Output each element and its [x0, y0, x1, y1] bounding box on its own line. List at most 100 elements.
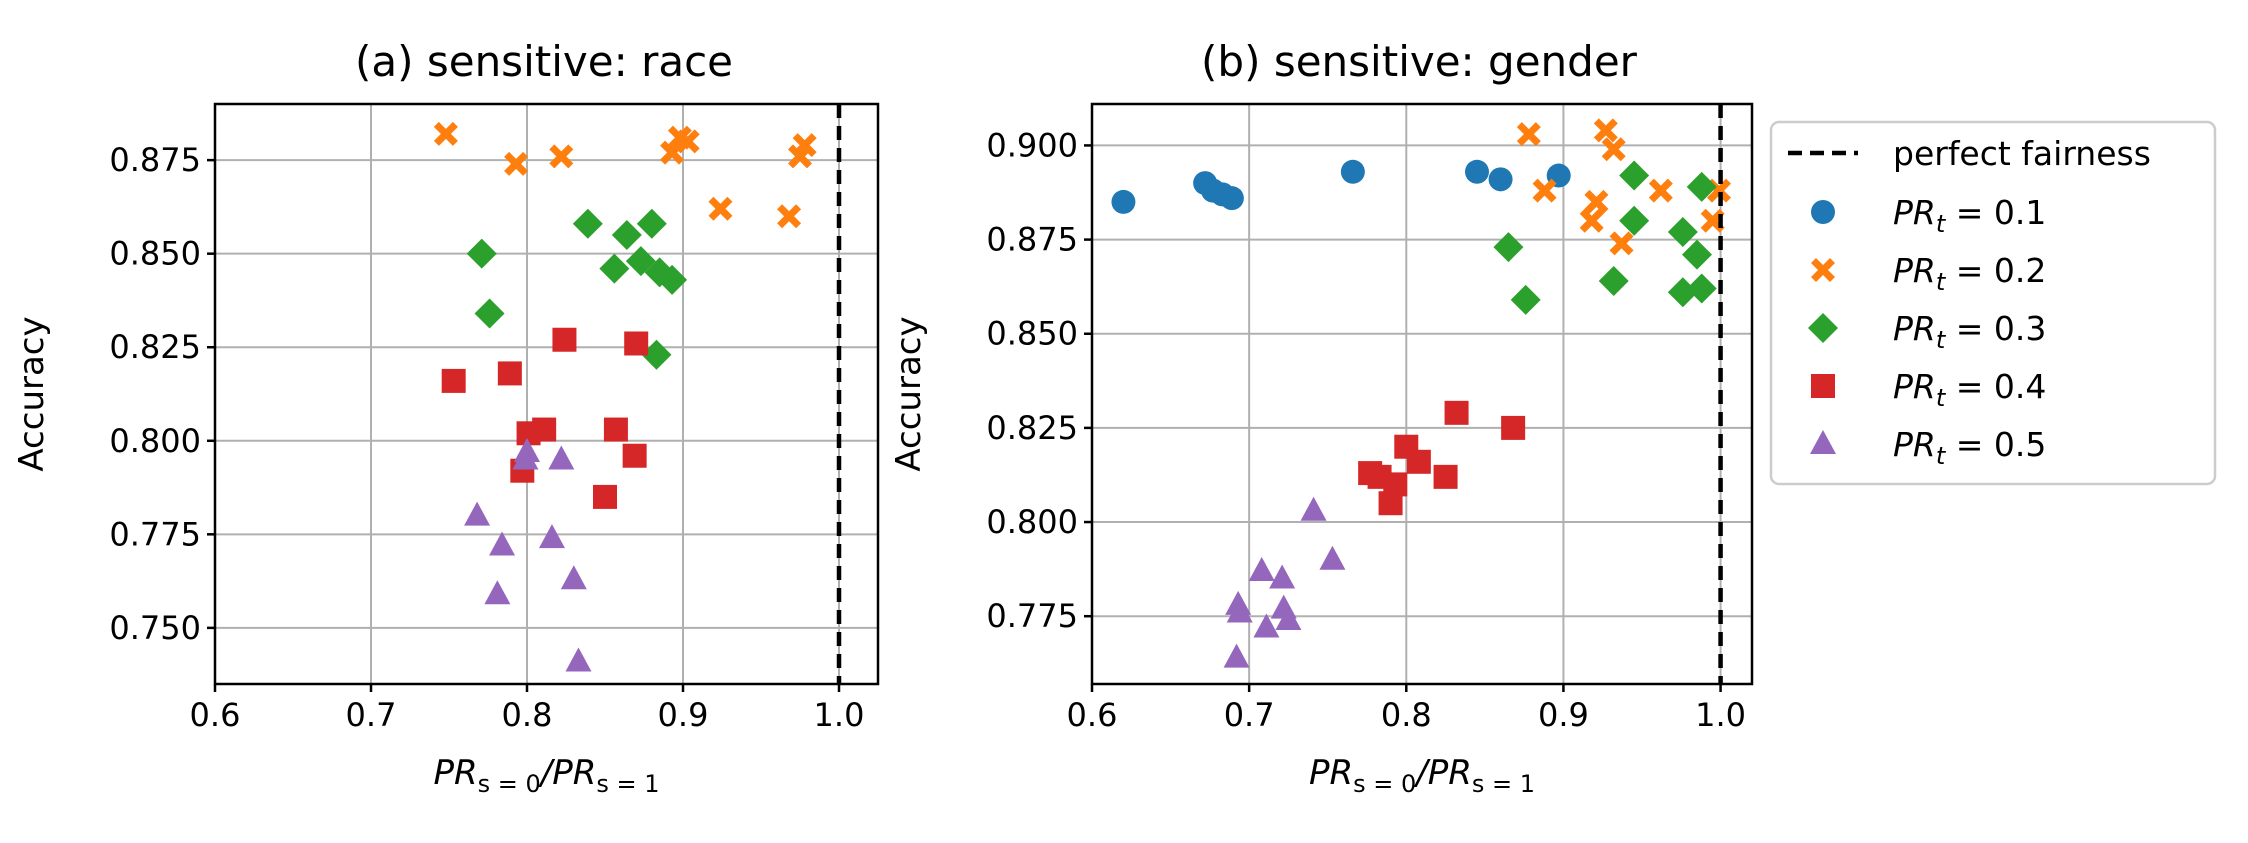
- data-point-PR-0-3: [466, 238, 497, 269]
- data-point-PR-0-2: [1609, 231, 1634, 256]
- data-point-PR-0-3: [1510, 284, 1541, 315]
- x-tick-label: 0.9: [1538, 696, 1589, 734]
- legend-label-prefix: PR: [1893, 309, 1936, 348]
- panel-race: (a) sensitive: race Accuracy PRs = 0/PRs…: [12, 37, 880, 798]
- data-point-PR-0-4: [603, 417, 628, 442]
- data-point-PR-0-2: [1516, 122, 1541, 147]
- data-point-PR-0-2: [433, 121, 458, 146]
- legend-label-prefix: PR: [1893, 367, 1936, 406]
- legend-marker-PR-0-3: [1808, 313, 1838, 343]
- legend-label: PRt = 0.2: [1893, 251, 2046, 296]
- data-point-PR-0-4: [1378, 491, 1403, 516]
- data-point-PR-0-5: [1223, 643, 1250, 668]
- legend-label-sub: t: [1936, 384, 1947, 412]
- data-point-PR-0-3: [1619, 205, 1650, 236]
- y-tick-label: 0.775: [109, 515, 201, 553]
- data-point-PR-0-3: [1598, 266, 1629, 297]
- y-tick-label: 0.750: [109, 609, 201, 647]
- data-point-PR-0-4: [441, 368, 466, 393]
- legend-label-prefix: PR: [1893, 193, 1936, 232]
- data-point-PR-0-3: [1686, 273, 1717, 304]
- legend-label-value: = 0.4: [1945, 367, 2046, 406]
- data-point-PR-0-2: [708, 196, 733, 221]
- x-label-prefix: PR: [433, 753, 477, 793]
- legend-label: PRt = 0.4: [1893, 367, 2046, 412]
- data-point-PR-0-3: [1667, 217, 1698, 248]
- data-point-PR-0-5: [514, 438, 540, 462]
- legend-label-sub: t: [1936, 268, 1947, 296]
- x-tick-label: 0.8: [502, 696, 553, 734]
- data-point-PR-0-5: [489, 531, 516, 556]
- data-point-PR-0-4: [1444, 400, 1469, 425]
- x-tick-label: 0.6: [190, 696, 241, 734]
- y-tick-label: 0.875: [986, 221, 1078, 259]
- data-point-PR-0-5: [484, 580, 511, 605]
- y-tick-label: 0.850: [986, 315, 1078, 353]
- legend-label-prefix: PR: [1893, 251, 1936, 290]
- legend-frame: [1769, 120, 2217, 486]
- data-point-PR-0-3: [1619, 160, 1650, 191]
- data-point-PR-0-5: [538, 524, 565, 549]
- data-point-PR-0-3: [599, 253, 630, 284]
- data-point-PR-0-1: [1340, 159, 1365, 184]
- legend-label: PRt = 0.3: [1893, 309, 2046, 354]
- plot-frame: [1090, 102, 1754, 686]
- data-point-PR-0-5: [464, 501, 491, 526]
- y-tick-label: 0.900: [986, 126, 1078, 164]
- data-point-PR-0-3: [641, 339, 672, 370]
- data-point-PR-0-2: [792, 133, 817, 158]
- panel-title: (a) sensitive: race: [355, 37, 733, 86]
- panel-gender: (b) sensitive: gender Accuracy PRs = 0/P…: [889, 37, 1754, 798]
- x-label-sub1: s = 0: [1353, 770, 1416, 798]
- y-tick-label: 0.775: [986, 597, 1078, 635]
- data-point-PR-0-2: [1601, 137, 1626, 162]
- data-point-PR-0-1: [1488, 167, 1513, 192]
- y-tick-label: 0.800: [109, 422, 201, 460]
- y-tick-label: 0.825: [109, 328, 201, 366]
- data-point-PR-0-4: [593, 484, 617, 509]
- panel-title: (b) sensitive: gender: [1201, 37, 1638, 86]
- y-axis-label: Accuracy: [889, 316, 929, 471]
- data-point-PR-0-2: [777, 204, 802, 229]
- legend-marker-PR-0-2: [1811, 258, 1835, 282]
- legend-label: PRt = 0.1: [1893, 193, 2046, 238]
- legend-marker-PR-0-4: [1811, 374, 1835, 398]
- x-tick-label: 0.7: [346, 696, 397, 734]
- data-point-PR-0-3: [572, 208, 603, 239]
- data-point-PR-0-2: [1532, 178, 1557, 203]
- y-tick-label: 0.850: [109, 235, 201, 273]
- x-label-sub2: s = 1: [1472, 770, 1535, 798]
- data-point-PR-0-1: [1111, 189, 1136, 214]
- plot-frame: [213, 102, 880, 686]
- data-point-PR-0-5: [1319, 545, 1346, 570]
- data-point-PR-0-2: [504, 151, 529, 176]
- data-point-PR-0-3: [1686, 171, 1717, 202]
- data-point-PR-0-3: [636, 208, 667, 239]
- data-point-PR-0-4: [1367, 464, 1392, 489]
- x-label-prefix: PR: [1309, 753, 1353, 793]
- data-point-PR-0-2: [1593, 118, 1618, 143]
- data-point-PR-0-3: [1493, 232, 1524, 263]
- data-point-PR-0-3: [474, 298, 505, 329]
- x-label-sub2: s = 1: [596, 770, 659, 798]
- data-point-PR-0-4: [1433, 464, 1458, 489]
- y-tick-label: 0.875: [109, 141, 201, 179]
- data-point-PR-0-4: [1406, 449, 1431, 474]
- x-tick-label: 1.0: [814, 696, 865, 734]
- data-point-PR-0-1: [1465, 159, 1489, 184]
- x-label-sub1: s = 0: [478, 770, 541, 798]
- data-point-PR-0-4: [622, 443, 647, 468]
- data-point-PR-0-2: [675, 129, 700, 154]
- data-point-PR-0-3: [1667, 277, 1698, 308]
- data-point-PR-0-3: [611, 219, 642, 250]
- data-point-PR-0-5: [1300, 496, 1327, 521]
- data-point-PR-0-3: [657, 264, 688, 295]
- x-label-mid: /PR: [538, 753, 597, 793]
- data-point-PR-0-1: [1219, 186, 1244, 211]
- x-tick-label: 0.6: [1067, 696, 1118, 734]
- legend-marker-PR-0-1: [1811, 200, 1835, 224]
- data-point-PR-0-2: [1584, 189, 1609, 214]
- x-tick-label: 0.8: [1381, 696, 1432, 734]
